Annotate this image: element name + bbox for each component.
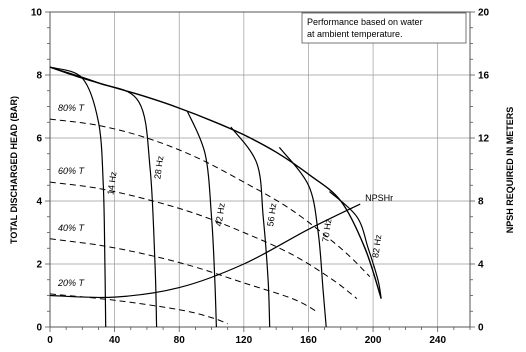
x-tick-label: 160 xyxy=(300,335,317,346)
annotation-line-2: at ambient temperature. xyxy=(307,29,403,39)
speed-curve-line xyxy=(329,191,382,299)
y-right-axis-label: NPSH REQUIRED IN METERS xyxy=(505,107,515,234)
efficiency-curve-line xyxy=(49,238,317,312)
efficiency-curve-label: 60% T xyxy=(58,166,86,176)
y-right-tick-label: 12 xyxy=(478,134,490,145)
max-head-envelope-line xyxy=(49,66,382,299)
efficiency-curve-line xyxy=(49,118,371,277)
y-right-tick-label: 8 xyxy=(478,197,484,208)
x-tick-label: 80 xyxy=(174,335,186,346)
efficiency-curve-line xyxy=(49,181,358,299)
efficiency-curve-label: 40% T xyxy=(58,223,86,233)
x-tick-label: 240 xyxy=(429,335,446,346)
y-left-tick-label: 4 xyxy=(36,197,42,208)
efficiency-curve-label: 20% T xyxy=(57,278,86,288)
y-left-tick-label: 8 xyxy=(36,71,42,82)
speed-curve-label: 28 Hz xyxy=(152,155,165,180)
y-left-tick-label: 10 xyxy=(31,8,43,19)
annotation-box-frame xyxy=(301,12,467,44)
speed-curve-label: 14 Hz xyxy=(105,170,118,195)
annotation-box: Performance based on water at ambient te… xyxy=(301,12,467,44)
speed-curve-label: 42 Hz xyxy=(214,202,227,227)
y-right-tick-label: 4 xyxy=(478,260,484,271)
speed-curve-label: 82 Hz xyxy=(370,233,383,258)
annotation-line-1: Performance based on water xyxy=(307,17,423,27)
y-right-tick-labels: 0 4 8 12 16 20 xyxy=(478,8,490,334)
y-left-tick-labels: 0 2 4 6 8 10 xyxy=(31,8,43,334)
y-left-tick-label: 6 xyxy=(36,134,42,145)
speed-curve-line xyxy=(230,126,271,328)
efficiency-curve-line xyxy=(49,293,228,325)
speed-curve-line xyxy=(186,110,217,328)
y-left-axis-label: TOTAL DISCHARGED HEAD (BAR) xyxy=(9,96,19,244)
x-tick-label: 40 xyxy=(109,335,121,346)
y-right-tick-label: 20 xyxy=(478,8,490,19)
npsh-curve-label: NPSHr xyxy=(365,193,393,203)
npsh-curve-line xyxy=(49,203,361,299)
x-tick-label: 0 xyxy=(47,335,53,346)
grid-lines xyxy=(50,12,470,327)
y-right-tick-label: 16 xyxy=(478,71,490,82)
axis-frame xyxy=(45,11,475,332)
y-left-tick-label: 2 xyxy=(36,260,42,271)
x-tick-label: 120 xyxy=(236,335,253,346)
x-tick-labels: 0 40 80 120 160 200 240 xyxy=(47,335,446,346)
speed-curve-line xyxy=(278,147,327,328)
speed-curve-label: 56 Hz xyxy=(265,202,278,227)
efficiency-curve-label: 80% T xyxy=(58,103,86,113)
x-tick-label: 200 xyxy=(365,335,382,346)
y-left-tick-label: 0 xyxy=(36,323,42,334)
speed-curves: 14 Hz 28 Hz 42 Hz 56 Hz 70 Hz 82 Hz xyxy=(49,66,383,328)
speed-curve-label: 70 Hz xyxy=(320,218,333,243)
y-right-tick-label: 0 xyxy=(478,323,484,334)
efficiency-curves: 80% T 60% T 40% T 20% T xyxy=(49,103,371,325)
plot-frame xyxy=(49,11,471,328)
